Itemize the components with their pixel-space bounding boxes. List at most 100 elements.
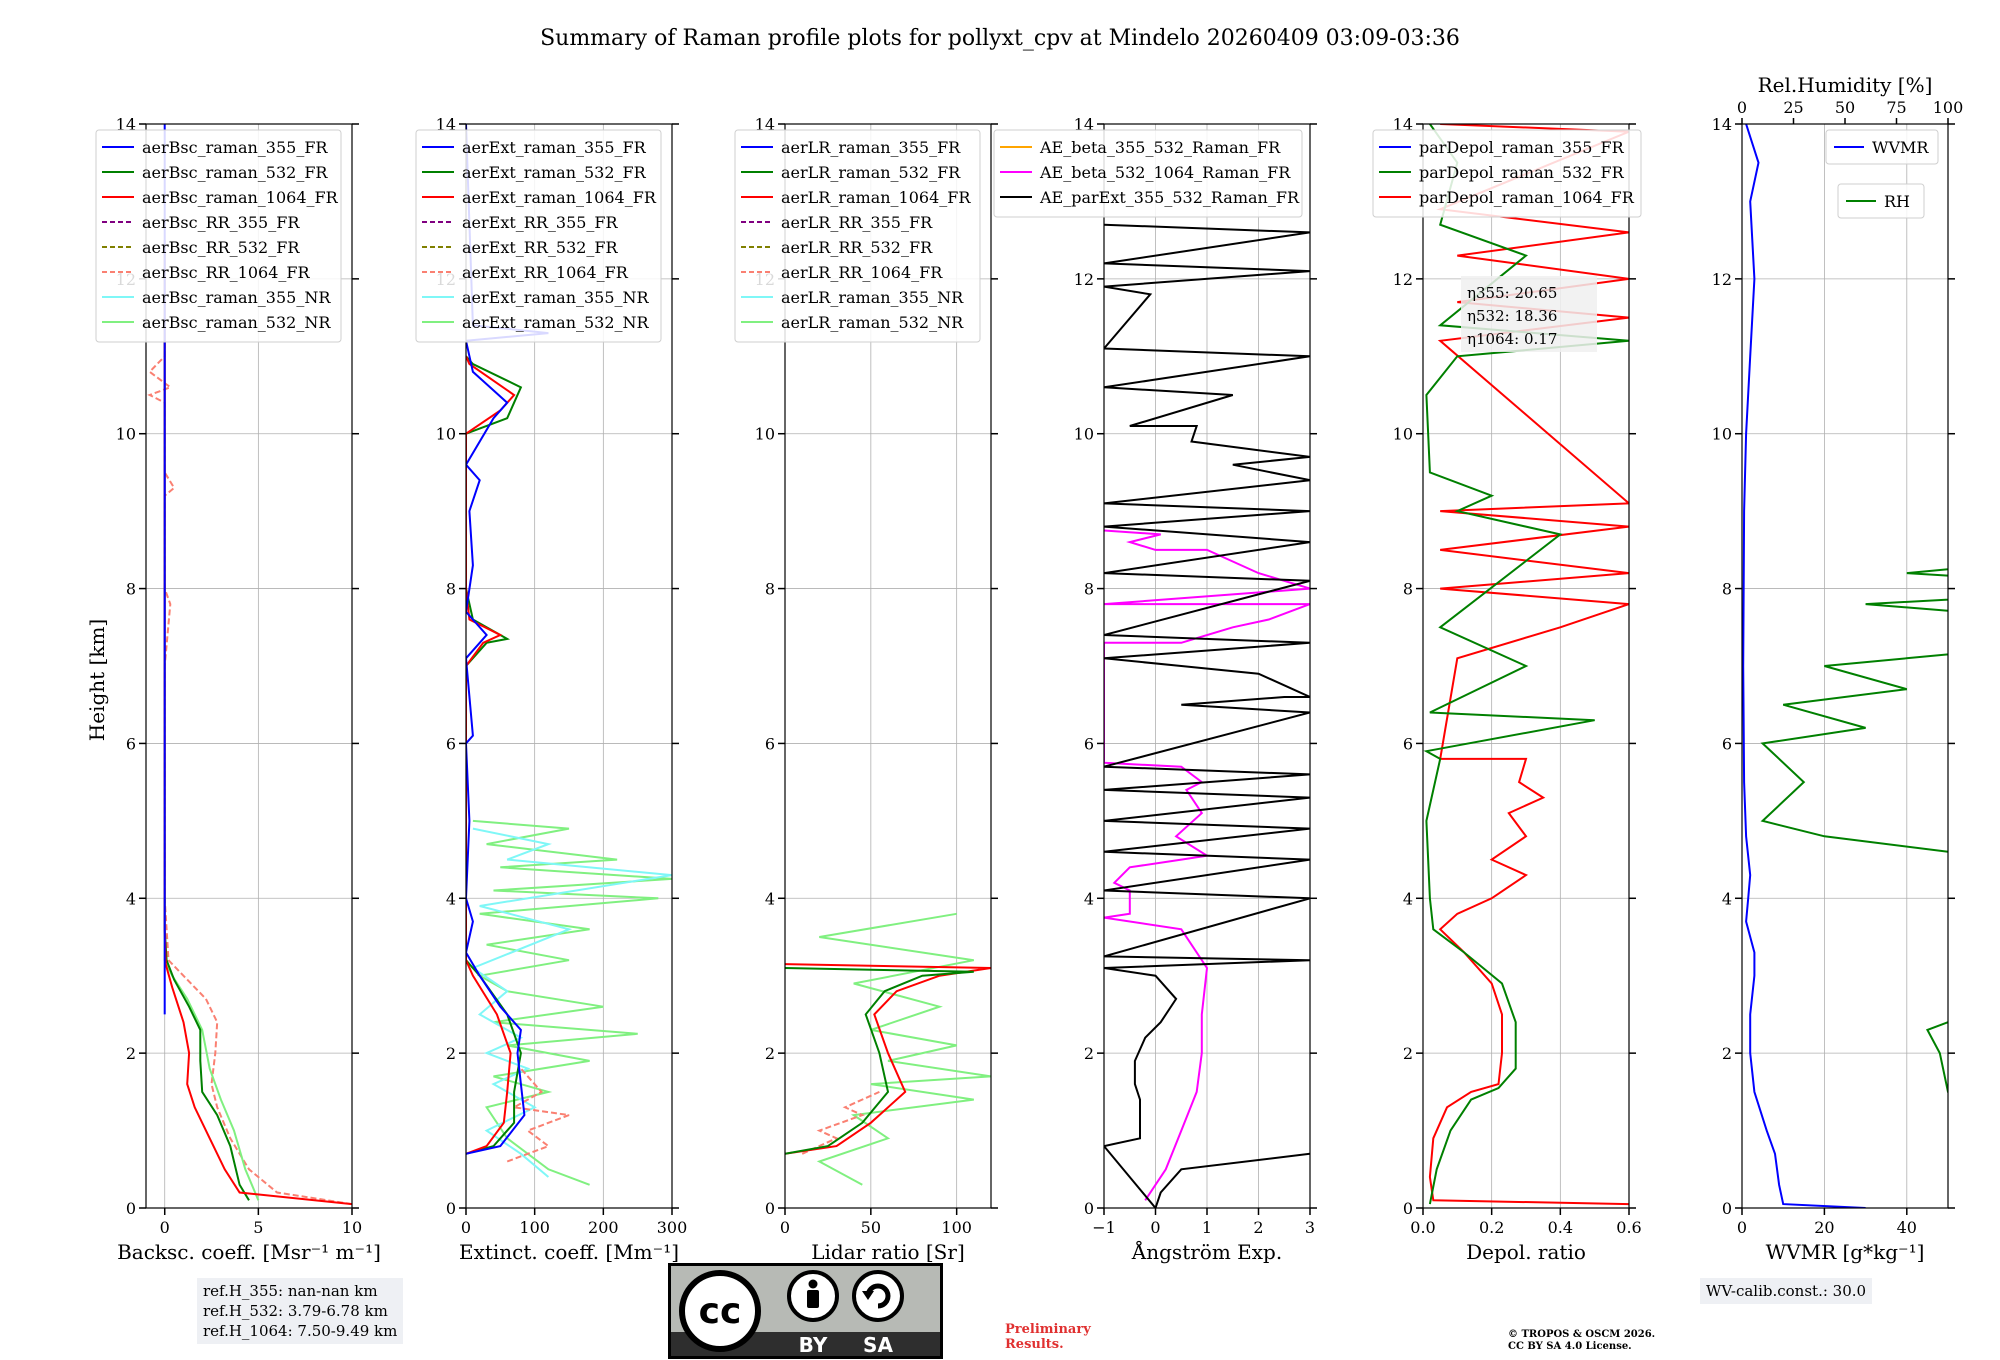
x-axis-label: WVMR [g*kg⁻¹] — [1766, 1240, 1925, 1264]
series-RH — [1760, 525, 1948, 1094]
x-tick-label: 50 — [861, 1218, 881, 1237]
wv-calib-text: WV-calib.const.: 30.0 — [1706, 1282, 1867, 1300]
legend-entry: aerLR_raman_355_NR — [781, 288, 964, 307]
legend-box — [95, 129, 342, 343]
legend-box — [1837, 183, 1925, 219]
series-aerExt_RR_1064_FR — [506, 1067, 570, 1163]
panel-1: 024681012140510Backsc. coeff. [Msr⁻¹ m⁻¹… — [95, 115, 381, 1264]
sa-share-icon — [852, 1270, 904, 1322]
eta-label: η532: 18.36 — [1467, 307, 1557, 325]
legend-box — [1825, 129, 1939, 165]
legend-entry: aerBsc_raman_532_FR — [142, 163, 328, 182]
x-axis-label: Ångström Exp. — [1131, 1239, 1282, 1264]
x-tick-label: 0.0 — [1410, 1218, 1435, 1237]
ref-height-532: ref.H_532: 3.79-6.78 km — [203, 1302, 388, 1320]
y-tick-label: 8 — [1403, 580, 1413, 599]
y-tick-label: 4 — [1084, 889, 1094, 908]
legend-entry: aerBsc_raman_532_NR — [142, 313, 331, 332]
y-tick-label: 0 — [765, 1199, 775, 1218]
x-tick-label: 5 — [253, 1218, 263, 1237]
legend-entry: aerBsc_raman_355_FR — [142, 138, 328, 157]
y-tick-label: 10 — [1712, 425, 1732, 444]
legend-entry: aerLR_RR_355_FR — [781, 213, 933, 232]
axes-frame — [1422, 123, 1630, 1209]
y-tick-label: 4 — [126, 889, 136, 908]
x-tick-label: 0.4 — [1548, 1218, 1573, 1237]
y-tick-label: 0 — [1084, 1199, 1094, 1218]
y-tick-label: 6 — [1403, 734, 1413, 753]
legend-entry: parDepol_raman_532_FR — [1419, 163, 1625, 182]
y-tick-label: 2 — [446, 1044, 456, 1063]
legend-entry: aerExt_raman_355_NR — [462, 288, 650, 307]
x-tick-label: 10 — [342, 1218, 362, 1237]
y-tick-label: 6 — [1722, 734, 1732, 753]
series-aerExt_raman_532_FR — [466, 355, 523, 1155]
legend-entry: aerExt_raman_532_FR — [462, 163, 647, 182]
y-tick-label: 14 — [1074, 115, 1094, 134]
legend-box — [1372, 129, 1642, 218]
x-tick-label: 0.2 — [1479, 1218, 1504, 1237]
y-tick-label: 10 — [116, 425, 136, 444]
eta-box — [1461, 276, 1597, 352]
copyright-line-1: © TROPOS & OSCM 2026. — [1508, 1329, 1656, 1340]
series-AE_parExt_355_532_Raman_FR — [1104, 223, 1310, 1208]
sa-label: SA — [863, 1333, 893, 1357]
legend-entry: aerBsc_RR_532_FR — [142, 238, 300, 257]
cc-label: cc — [699, 1291, 742, 1332]
top-axis-label: Rel.Humidity [%] — [1758, 73, 1933, 97]
y-tick-label: 6 — [126, 734, 136, 753]
top-tick-label: 100 — [1933, 98, 1964, 117]
axes-frame — [784, 123, 992, 1209]
eta-label: η1064: 0.17 — [1467, 330, 1557, 348]
axes-frame — [1741, 123, 1949, 1209]
y-tick-label: 6 — [765, 734, 775, 753]
series-parDepol_raman_532_FR — [1423, 124, 1629, 1205]
y-tick-label: 4 — [446, 889, 456, 908]
x-axis-label: Extinct. coeff. [Mm⁻¹] — [459, 1240, 679, 1264]
panel-5: 0 2 4 6 8 10 12 14 0.0 0.2 0.4 0.6 Depol. ratio parDe… — [1372, 115, 1642, 1264]
y-tick-label: 2 — [1403, 1044, 1413, 1063]
legend-entry: aerBsc_raman_1064_FR — [142, 188, 339, 207]
y-tick-label: 0 — [1722, 1199, 1732, 1218]
legend-entry: aerExt_RR_532_FR — [462, 238, 619, 257]
legend-box — [993, 129, 1303, 218]
x-tick-label: 0 — [1150, 1218, 1160, 1237]
y-axis-label: Height [km] — [85, 619, 109, 741]
top-tick-label: 50 — [1835, 98, 1855, 117]
x-tick-label: −1 — [1092, 1218, 1116, 1237]
series-aerLR_raman_532_FR — [785, 967, 974, 1155]
eta-label: η355: 20.65 — [1467, 284, 1557, 302]
y-tick-label: 12 — [1074, 270, 1094, 289]
x-axis-label: Lidar ratio [Sr] — [811, 1240, 965, 1264]
legend-entry: aerBsc_RR_1064_FR — [142, 263, 311, 282]
x-tick-label: 100 — [941, 1218, 972, 1237]
legend-entry: aerBsc_RR_355_FR — [142, 213, 300, 232]
legend-entry: AE_beta_532_1064_Raman_FR — [1039, 163, 1291, 182]
series-aerExt_raman_1064_FR — [466, 355, 516, 1155]
y-tick-label: 8 — [765, 580, 775, 599]
series-aerBsc_raman_532_NR — [163, 898, 260, 1201]
y-tick-label: 14 — [116, 115, 136, 134]
top-tick-label: 0 — [1737, 98, 1747, 117]
legend-entry: aerExt_RR_1064_FR — [462, 263, 629, 282]
top-tick-label: 25 — [1783, 98, 1803, 117]
by-label: BY — [799, 1333, 828, 1357]
x-tick-label: 0 — [780, 1218, 790, 1237]
y-tick-label: 4 — [765, 889, 775, 908]
x-axis-label: Depol. ratio — [1466, 1240, 1586, 1264]
x-tick-label: 300 — [657, 1218, 688, 1237]
axes-frame — [465, 123, 673, 1209]
x-tick-label: 0 — [1737, 1218, 1747, 1237]
wv-calib-box: WV-calib.const.: 30.0 — [1700, 1278, 1873, 1304]
y-tick-label: 4 — [1403, 889, 1413, 908]
y-tick-label: 8 — [1722, 580, 1732, 599]
y-tick-label: 12 — [1712, 270, 1732, 289]
legend-entry: aerExt_raman_1064_FR — [462, 188, 657, 207]
y-tick-label: 8 — [126, 580, 136, 599]
top-tick-label: 75 — [1886, 98, 1906, 117]
x-tick-label: 2 — [1253, 1218, 1263, 1237]
copyright-line-2: CC BY SA 4.0 License. — [1508, 1341, 1632, 1352]
y-tick-label: 6 — [1084, 734, 1094, 753]
legend-entry: WVMR — [1872, 138, 1929, 157]
